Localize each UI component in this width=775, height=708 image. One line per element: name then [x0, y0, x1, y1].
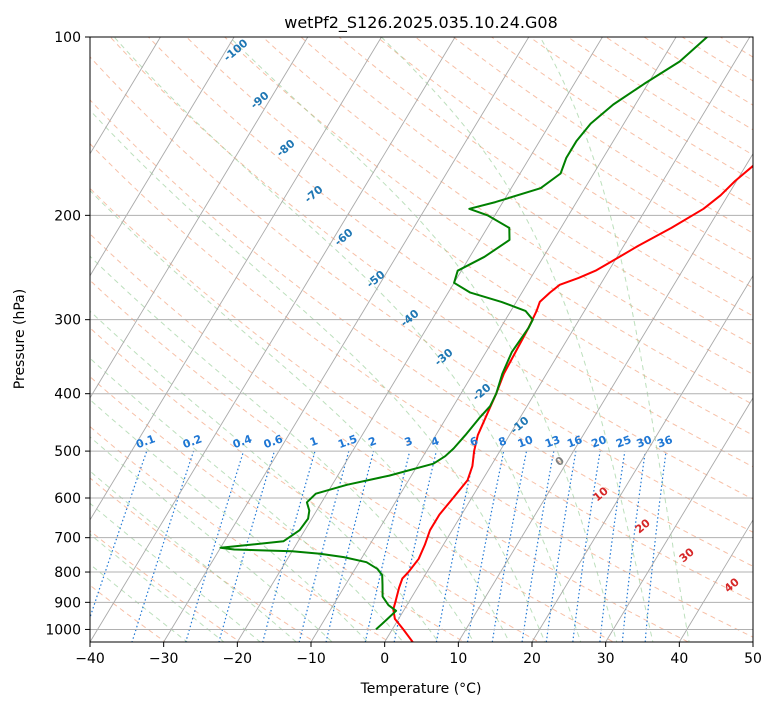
y-tick-label: 400 [54, 387, 81, 403]
isotherm [163, 37, 530, 642]
mixing-ratio-label: 13 [543, 433, 562, 450]
isotherm [384, 37, 751, 642]
x-tick-label: −40 [75, 651, 105, 667]
y-tick-label: 700 [54, 531, 81, 547]
mixing-ratio-label: 0.6 [262, 432, 285, 451]
mixing-ratio-label: 1.5 [336, 432, 359, 451]
mixing-ratio-label: 0.2 [181, 432, 204, 451]
mixing-ratio-label: 16 [565, 433, 584, 451]
mixing-ratio-label: 20 [590, 433, 609, 451]
y-tick-label: 600 [54, 491, 81, 507]
mixing-ratio-label: 3 [403, 434, 415, 449]
mixing-ratio-label: 25 [614, 433, 633, 450]
moist-adiabat [90, 502, 261, 642]
moist-adiabat [90, 357, 404, 642]
background-lines [90, 37, 753, 642]
dry-adiabat [223, 37, 753, 405]
x-tick-label: −10 [296, 651, 326, 667]
mixing-ratio-label: 10 [516, 433, 535, 451]
x-tick-label: 40 [670, 651, 688, 667]
isotherm [90, 37, 235, 277]
dry-adiabat [90, 477, 316, 642]
chart-title: wetPf2_S126.2025.035.10.24.G08 [284, 13, 558, 33]
moist-adiabat [90, 470, 298, 642]
dewpoint-profile [219, 37, 708, 631]
x-tick-label: 20 [523, 651, 541, 667]
axes: −40 −30 −20 −10 0 10 20 30 40 5010020030040050060… [45, 30, 762, 667]
y-axis-label: Pressure (hPa) [12, 289, 28, 389]
y-tick-label: 100 [54, 30, 81, 46]
moist-adiabat [90, 255, 475, 642]
dry-adiabat [90, 425, 391, 642]
dry-adiabat [300, 37, 753, 346]
dry-adiabat [90, 530, 241, 642]
dry-adiabat [90, 143, 753, 602]
dry-adiabat [376, 37, 753, 289]
x-tick-label: −30 [149, 651, 179, 667]
dry-adiabat [109, 37, 753, 500]
x-tick-label: −20 [223, 651, 253, 667]
x-tick-label: 0 [380, 651, 389, 667]
x-axis-label: Temperature (°C) [360, 681, 482, 697]
isotherm [605, 396, 753, 642]
mixing-ratio-label: 4 [429, 434, 441, 449]
mixing-ratio-label: 36 [655, 433, 674, 451]
moist-adiabat [90, 109, 546, 642]
isotherm [236, 37, 603, 642]
dry-adiabat [90, 233, 690, 642]
mixing-ratio-label: 2 [367, 434, 379, 449]
mixing-ratio-label: 8 [497, 434, 509, 449]
y-tick-label: 1000 [45, 622, 81, 638]
y-tick-label: 500 [54, 444, 81, 460]
isotherm [90, 37, 382, 521]
isotherm [678, 519, 753, 642]
plot-frame [89, 36, 754, 643]
x-tick-label: 50 [744, 651, 762, 667]
moist-adiabat [228, 37, 618, 642]
y-tick-label: 800 [54, 565, 81, 581]
temperature-profile [392, 164, 753, 642]
moist-adiabat [90, 189, 510, 642]
mixing-ratio-label: 0.4 [231, 432, 254, 451]
dry-adiabat [90, 99, 753, 567]
profiles [219, 37, 753, 642]
y-tick-label: 300 [54, 313, 81, 329]
isotherm [531, 274, 753, 642]
mixing-ratio-label: 1 [308, 434, 320, 449]
moist-adiabat [380, 37, 654, 642]
dry-adiabat [90, 584, 167, 642]
dry-adiabat [90, 327, 540, 642]
x-tick-label: 10 [449, 651, 467, 667]
mixing-ratio-label: 6 [468, 434, 480, 449]
mixing-ratio-label: 0.1 [134, 432, 157, 451]
isotherm [90, 37, 309, 399]
isotherm [90, 37, 456, 642]
isotherm [310, 37, 677, 642]
dry-adiabat [90, 375, 466, 642]
mixing-ratio-label: 30 [635, 433, 654, 451]
isotherm [90, 37, 161, 155]
x-tick-label: 30 [597, 651, 615, 667]
isotherm [457, 152, 753, 642]
y-tick-label: 900 [54, 595, 81, 611]
moist-adiabat [90, 398, 369, 642]
dry-adiabat [185, 37, 753, 436]
y-tick-label: 200 [54, 208, 81, 224]
